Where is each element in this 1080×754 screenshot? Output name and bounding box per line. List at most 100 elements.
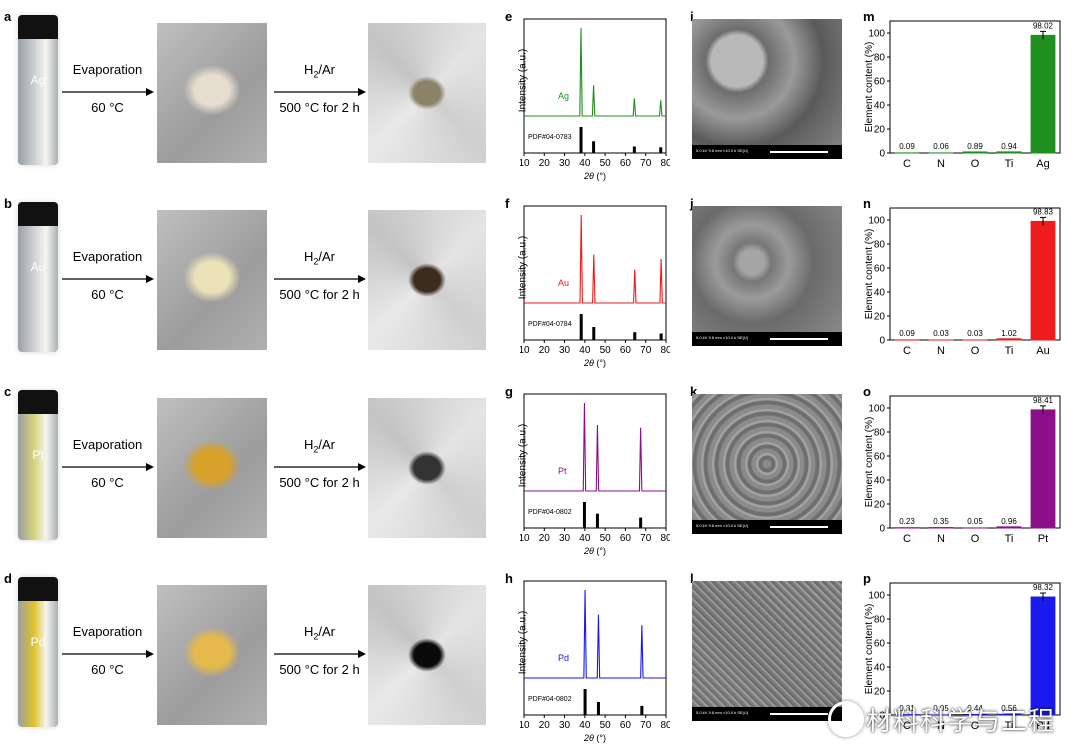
bar-ytick-label: 20 (874, 312, 886, 323)
bar-o (962, 713, 988, 716)
bar-ytick-label: 40 (874, 101, 886, 112)
bar-category-label: Au (1036, 345, 1049, 357)
pdf-card-label: PDF#04-0784 (528, 321, 572, 328)
xrd-ylabel: Intensity (a.u.) (517, 48, 529, 113)
vial-cap (18, 390, 58, 414)
panel-label: e (505, 9, 513, 24)
gas-sub: 2 (313, 631, 319, 642)
panel-label: f (505, 196, 510, 211)
bar-ytick-label: 0 (879, 336, 885, 347)
step-label: Evaporation (72, 62, 143, 77)
element-content-chart: 0 20 40 60 80 100 C 0.09 N 0.06 O 0.89 Ti 0.94 Ag 98.02… (860, 11, 1070, 181)
vial-cap (18, 15, 58, 39)
arrow-icon (274, 88, 366, 96)
gas-label: H2/Ar (272, 624, 367, 642)
bar-value-label: 0.05 (933, 704, 949, 713)
reference-peak (579, 314, 583, 340)
bar-value-label: 0.06 (933, 142, 949, 151)
xrd-xtick-label: 40 (579, 533, 591, 544)
bar-value-label: 0.44 (967, 704, 983, 713)
bar-category-label: Pd (1036, 720, 1049, 732)
bar-ytick-label: 60 (874, 77, 886, 88)
xrd-ylabel: Intensity (a.u.) (517, 423, 529, 488)
reference-peak (659, 147, 663, 153)
vial-solution (18, 39, 58, 165)
precursor-vial: Au (18, 202, 58, 352)
xrd-xtick-label: 80 (660, 345, 670, 356)
xrd-ylabel: Intensity (a.u.) (517, 610, 529, 675)
bar-value-label: 0.23 (899, 517, 915, 526)
bar-value-label: 1.02 (1001, 329, 1017, 338)
step-temperature: 60 °C (91, 100, 124, 115)
evaporation-step: Evaporation 60 °C (60, 249, 155, 309)
vial-solution (18, 226, 58, 352)
panel-label: d (4, 571, 12, 586)
evaporation-step: Evaporation 60 °C (60, 624, 155, 684)
bar-value-label: 0.35 (933, 517, 949, 526)
scale-bar (770, 338, 828, 340)
figure-row-pd: d h l p Pd Evaporation 60 °C H2/Ar 500 °C for 2 … (0, 567, 1080, 747)
anneal-step: H2/Ar 500 °C for 2 h (272, 624, 367, 684)
bar-ytick-label: 100 (868, 404, 885, 415)
bar-value-label: 0.03 (967, 329, 983, 338)
precursor-powder-photo (157, 585, 267, 725)
panel-label: o (863, 384, 871, 399)
bar-ytick-label: 0 (879, 524, 885, 535)
panel-label: m (863, 9, 875, 24)
xrd-series (524, 402, 666, 492)
panel-label: n (863, 196, 871, 211)
xrd-xtick-label: 50 (600, 720, 612, 731)
pdf-card-label: PDF#04-0802 (528, 696, 572, 703)
watermark-text: 材料科学与工程 (866, 706, 1056, 736)
gas-h: H (303, 437, 314, 452)
figure-row-ag: a e i m Ag Evaporation 60 °C H2/Ar 500 °C for 2 … (0, 5, 1080, 185)
bar-ytick-label: 80 (874, 240, 886, 251)
panel-label: g (505, 384, 513, 399)
xrd-xtick-label: 80 (660, 158, 670, 169)
xrd-series (524, 214, 666, 304)
step-label: Evaporation (72, 624, 143, 639)
precursor-powder-photo (157, 398, 267, 538)
xrd-plot: Au PDF#04-0784 10 20 30 40 50 60 70 80 2θ (°) (518, 205, 672, 368)
xrd-xtick-label: 20 (539, 720, 551, 731)
xrd-xtick-label: 20 (539, 158, 551, 169)
precursor-powder-photo (157, 23, 267, 163)
sem-image: 5.0 kV 9.8 mm ×10.0 k SE(U) (692, 206, 842, 346)
xrd-xtick-label: 10 (520, 158, 530, 169)
xrd-xlabel: 2θ (°) (583, 733, 606, 743)
xrd-ylabel: Intensity (a.u.) (517, 235, 529, 300)
product-photo (368, 210, 486, 350)
bar-ytick-label: 80 (874, 615, 886, 626)
vial-solution (18, 601, 58, 727)
gas-label: H2/Ar (272, 437, 367, 455)
figure-row-pt: c g k o Pt Evaporation 60 °C H2/Ar 500 °C for 2 … (0, 380, 1080, 560)
bar-plot: 0 20 40 60 80 100 C 0.09 N 0.03 O 0.03 Ti 1.02 Au 98.83… (864, 207, 1061, 357)
bar-ytick-label: 40 (874, 288, 886, 299)
bar-category-label: N (937, 533, 945, 545)
xrd-series (524, 589, 666, 679)
xrd-xtick-label: 80 (660, 533, 670, 544)
xrd-series-label: Au (558, 278, 569, 288)
bar-ti (996, 713, 1022, 716)
product-photo (368, 585, 486, 725)
anneal-step: H2/Ar 500 °C for 2 h (272, 249, 367, 309)
bar-ti (996, 526, 1022, 529)
gas-sub: 2 (313, 256, 319, 267)
gas-rest: /Ar (318, 437, 336, 452)
arrow-icon (274, 650, 366, 658)
panel-label: p (863, 571, 871, 586)
reference-peak (640, 705, 644, 715)
vial-metal-label: Pd (30, 635, 46, 649)
bar-ytick-label: 100 (868, 216, 885, 227)
arrow-icon (62, 88, 154, 96)
bar-category-label: C (903, 158, 911, 170)
evaporation-step: Evaporation 60 °C (60, 437, 155, 497)
bar-category-label: N (937, 720, 945, 732)
bar-ag (1030, 34, 1056, 154)
reference-peak (639, 517, 643, 528)
bar-value-label: 0.31 (899, 704, 915, 713)
reference-peak (632, 146, 636, 153)
panel-label: j (690, 196, 694, 211)
scale-bar (770, 713, 828, 715)
vial-solution (18, 414, 58, 540)
